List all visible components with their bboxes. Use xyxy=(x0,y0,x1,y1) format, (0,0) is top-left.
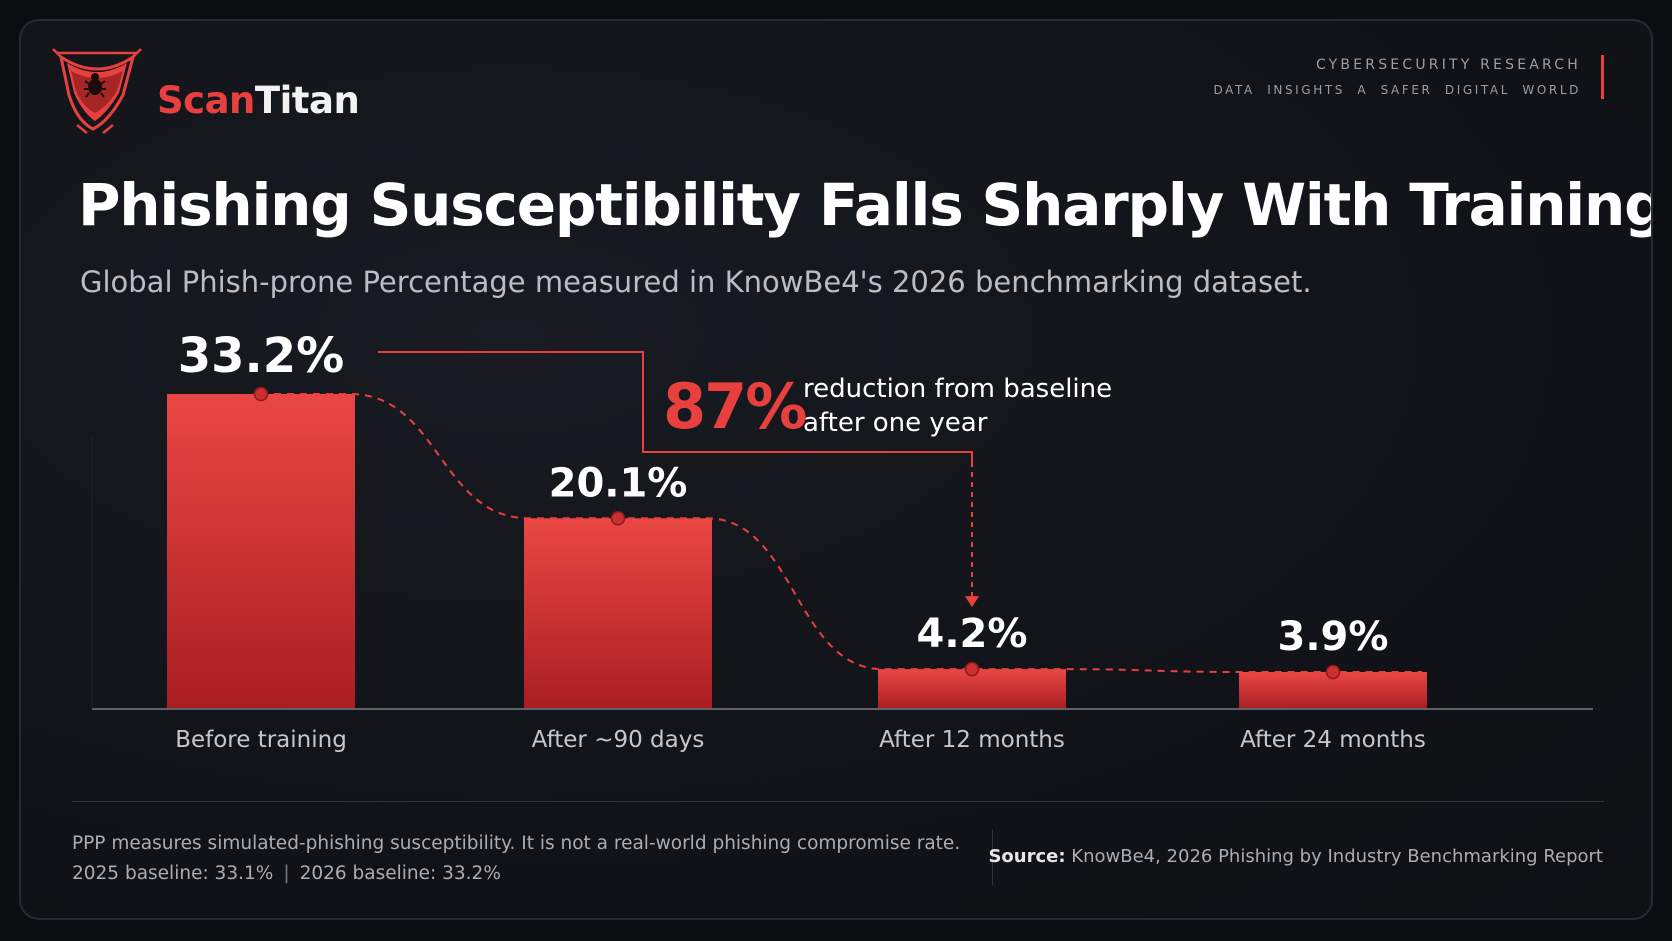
bar-1 xyxy=(524,518,712,709)
kicker-line-1: CYBERSECURITY RESEARCH xyxy=(1315,57,1581,73)
footer-divider xyxy=(72,801,1604,802)
footer-note-line: PPP measures simulated-phishing suscepti… xyxy=(72,833,961,854)
trend-line xyxy=(261,393,1422,673)
kicker-accent-bar xyxy=(1601,55,1604,99)
category-label-3: After 24 months xyxy=(1240,727,1426,753)
annotation-arrowhead xyxy=(965,596,979,608)
point-marker-3 xyxy=(1325,664,1341,680)
data-label-2: 4.2% xyxy=(917,611,1028,657)
data-label-0: 33.2% xyxy=(178,328,345,384)
source-label: Source: xyxy=(988,846,1066,867)
baseline-separator: | xyxy=(283,863,290,884)
footer-baselines: 2025 baseline: 33.1% | 2026 baseline: 33.2… xyxy=(72,859,960,889)
bar-chart: 87%reduction from baseline after one year… xyxy=(91,328,1593,753)
brand-name-scan: Scan xyxy=(157,79,255,122)
brand-wordmark: ScanTitan xyxy=(157,79,360,122)
category-label-2: After 12 months xyxy=(879,727,1065,753)
annotation-line-2: after one year xyxy=(803,408,988,438)
point-marker-2 xyxy=(964,661,980,677)
data-label-3: 3.9% xyxy=(1278,614,1389,660)
kicker-line-2: DATA INSIGHTS A SAFER DIGITAL WORLD xyxy=(1213,83,1581,97)
brand-name-titan: Titan xyxy=(254,79,360,122)
bar-0 xyxy=(167,394,355,709)
annotation-value: 87% xyxy=(663,370,806,443)
infographic-card: ScanTitan CYBERSECURITY RESEARCH DATA IN… xyxy=(19,19,1653,920)
chart-subtitle: Global Phish-prone Percentage measured i… xyxy=(80,265,1312,299)
point-marker-0 xyxy=(253,386,269,402)
source-text: KnowBe4, 2026 Phishing by Industry Bench… xyxy=(1071,846,1603,867)
footer-source: Source: KnowBe4, 2026 Phishing by Indust… xyxy=(988,846,1603,867)
category-label-0: Before training xyxy=(175,727,347,753)
baseline-2026: 2026 baseline: 33.2% xyxy=(299,863,501,884)
shield-bug-icon xyxy=(52,48,142,134)
point-marker-1 xyxy=(610,511,626,526)
data-label-1: 20.1% xyxy=(549,460,688,506)
brand-logo: ScanTitan xyxy=(47,41,367,141)
footer-vertical-divider xyxy=(992,829,993,885)
brand-kicker: CYBERSECURITY RESEARCH DATA INSIGHTS A S… xyxy=(1214,57,1582,97)
chart-title: Phishing Susceptibility Falls Sharply Wi… xyxy=(78,171,1653,239)
category-label-1: After ~90 days xyxy=(532,727,705,753)
annotation-line-1: reduction from baseline xyxy=(803,374,1112,404)
footer-note: PPP measures simulated-phishing suscepti… xyxy=(72,829,960,889)
baseline-2025: 2025 baseline: 33.1% xyxy=(72,863,274,884)
annotation-connector xyxy=(378,351,973,462)
